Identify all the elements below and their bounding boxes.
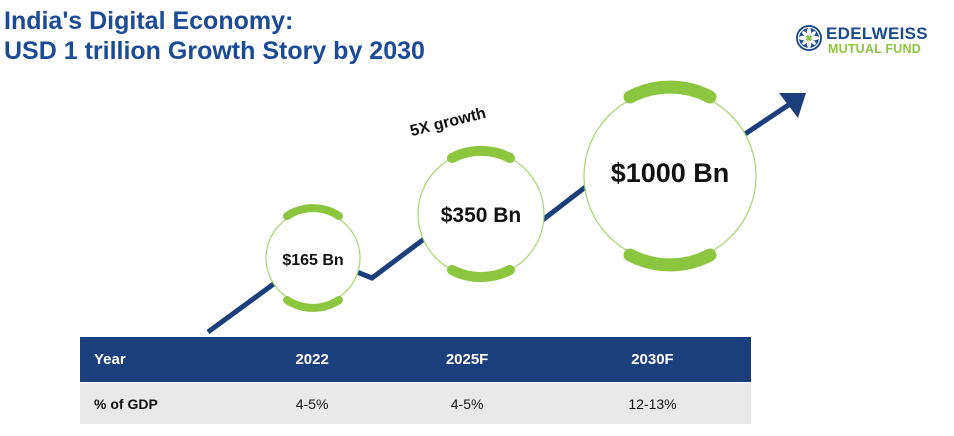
edelweiss-flower-icon bbox=[796, 25, 822, 51]
table-cell: 12-13% bbox=[553, 382, 751, 424]
table-cell: 4-5% bbox=[244, 382, 381, 424]
trend-line-segment bbox=[538, 180, 594, 224]
bubble-label: $165 Bn bbox=[282, 252, 343, 269]
table-header-cell: Year bbox=[80, 337, 244, 383]
bubble-2022: $165 Bn bbox=[265, 204, 361, 312]
trend-line bbox=[206, 93, 806, 335]
edelweiss-logo: EDELWEISS MUTUAL FUND bbox=[795, 22, 954, 62]
bubble-2025: $350 Bn bbox=[417, 145, 545, 283]
logo-subtitle: MUTUAL FUND bbox=[828, 42, 921, 56]
table-header-cell: 2030F bbox=[553, 337, 751, 383]
table-header-cell: 2022 bbox=[244, 337, 381, 383]
bubble-label: $1000 Bn bbox=[611, 158, 730, 188]
bubble-2030: $1000 Bn bbox=[583, 80, 757, 272]
logo-name: EDELWEISS bbox=[826, 24, 928, 43]
trend-line-segment bbox=[356, 234, 430, 281]
arrowhead-icon bbox=[779, 93, 806, 118]
table-header-cell: 2025F bbox=[380, 337, 554, 383]
bubble-label: $350 Bn bbox=[441, 204, 522, 227]
table-cell: % of GDP bbox=[80, 382, 244, 424]
table-header-row: Year 2022 2025F 2030F bbox=[80, 337, 751, 383]
trend-arrow bbox=[740, 101, 792, 139]
trend-line-segment bbox=[206, 280, 277, 335]
growth-label: 5X growth bbox=[409, 105, 488, 140]
table-row: % of GDP 4-5% 4-5% 12-13% bbox=[80, 382, 751, 424]
title-line-1: India's Digital Economy: bbox=[4, 7, 294, 35]
title-line-2: USD 1 trillion Growth Story by 2030 bbox=[4, 37, 425, 65]
page-title: India's Digital Economy: USD 1 trillion … bbox=[4, 6, 425, 66]
gdp-table: Year 2022 2025F 2030F % of GDP 4-5% 4-5%… bbox=[80, 337, 751, 424]
table-cell: 4-5% bbox=[380, 382, 554, 424]
